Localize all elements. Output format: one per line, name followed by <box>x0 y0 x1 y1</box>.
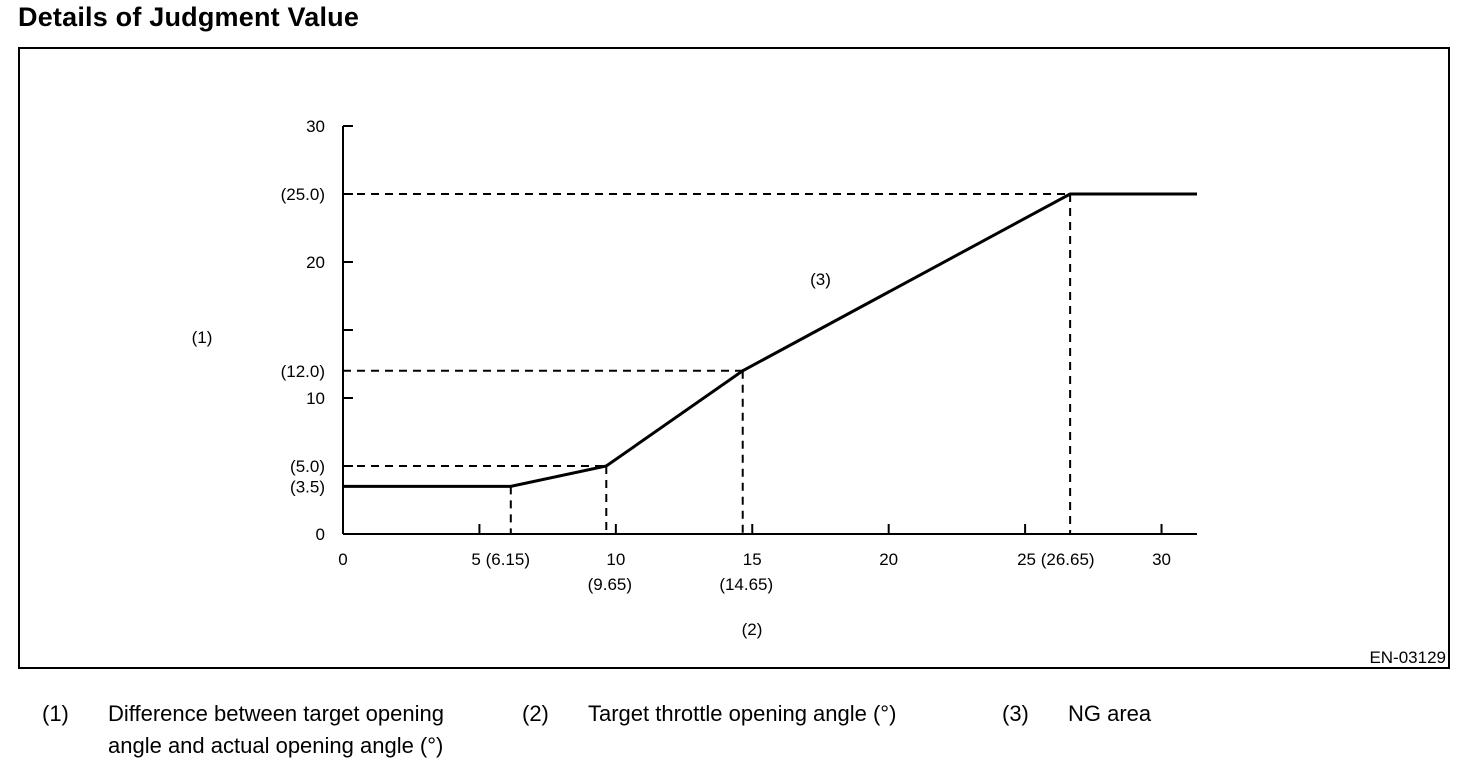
legend-number: (1) <box>42 701 69 726</box>
y-tick-label: 20 <box>306 253 325 272</box>
x-axis-label: (2) <box>742 620 763 639</box>
page-title: Details of Judgment Value <box>18 2 360 32</box>
figure-id: EN-03129 <box>1369 648 1446 667</box>
y-tick-label: 30 <box>306 117 325 136</box>
figure-frame <box>18 47 1450 669</box>
x-tick-label: 5 (6.15) <box>471 550 530 569</box>
legend-text-line: Difference between target opening <box>108 701 444 726</box>
legend-text-line: Target throttle opening angle (°) <box>588 701 897 726</box>
x-tick-label: 20 <box>879 550 898 569</box>
x-tick-label: 25 (26.65) <box>1017 550 1095 569</box>
x-tick-label: 0 <box>338 550 347 569</box>
legend-text-line: angle and actual opening angle (°) <box>108 733 444 758</box>
y-axis-label: (1) <box>192 328 213 347</box>
y-tick-label: 10 <box>306 389 325 408</box>
x-tick-sublabel: (9.65) <box>588 575 632 594</box>
reference-value-label: (25.0) <box>281 185 325 204</box>
reference-value-label: (12.0) <box>281 362 325 381</box>
x-tick-label: 30 <box>1152 550 1171 569</box>
x-tick-label: 15 <box>743 550 762 569</box>
y-tick-label: 0 <box>316 525 325 544</box>
legend-number: (3) <box>1002 701 1029 726</box>
x-tick-sublabel: (14.65) <box>719 575 773 594</box>
judgment-line <box>343 192 1197 488</box>
legend-text-line: NG area <box>1068 701 1152 726</box>
reference-value-label: (5.0) <box>290 457 325 476</box>
reference-value-label: (3.5) <box>290 477 325 496</box>
ng-area-label: (3) <box>810 270 831 289</box>
legend-number: (2) <box>522 701 549 726</box>
x-tick-label: 10 <box>606 550 625 569</box>
